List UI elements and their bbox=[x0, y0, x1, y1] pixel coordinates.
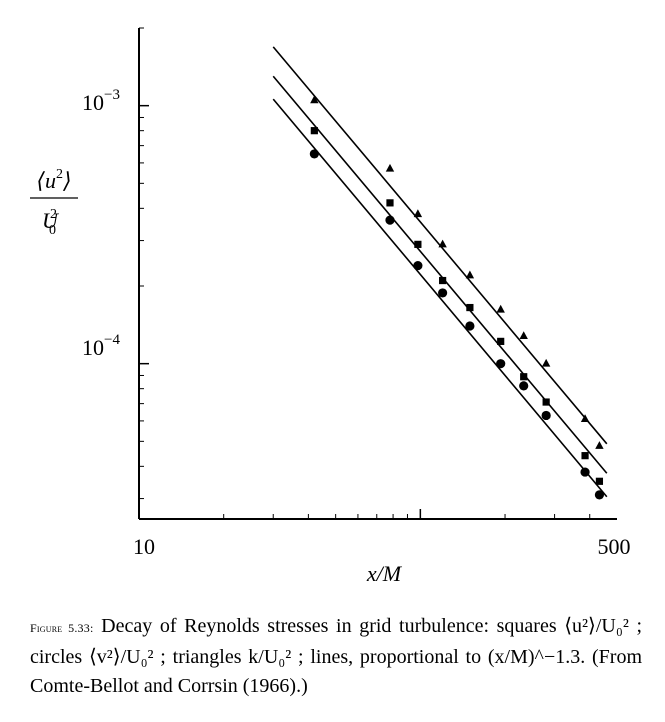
triangle-marker bbox=[580, 414, 590, 423]
y-tick-label-1e-3: 10−3 bbox=[82, 87, 120, 115]
circle-marker bbox=[413, 260, 423, 271]
circle-marker bbox=[594, 490, 605, 500]
square-fit-line bbox=[272, 75, 608, 474]
triangle-marker bbox=[465, 270, 475, 279]
square-marker bbox=[497, 337, 505, 345]
x-axis-label: x/M bbox=[366, 561, 403, 586]
y-tick-label-1e-4: 10−4 bbox=[82, 332, 120, 360]
circle-fit-line bbox=[272, 98, 608, 498]
circle-marker bbox=[438, 288, 448, 298]
major-ticks bbox=[138, 104, 422, 519]
triangle-marker bbox=[413, 209, 423, 218]
circle-marker bbox=[519, 381, 529, 391]
square-marker bbox=[466, 303, 474, 312]
chart: 10−3 10−4 10 500 x/M ⟨u2⟩ U2 0 bbox=[30, 27, 631, 586]
triangle-marker bbox=[310, 95, 319, 104]
figure-caption: Figure 5.33: Decay of Reynolds stresses … bbox=[30, 612, 642, 701]
markers bbox=[309, 95, 605, 500]
circle-marker bbox=[465, 321, 475, 331]
square-marker bbox=[439, 276, 447, 285]
triangle-marker bbox=[519, 331, 528, 340]
triangle-marker bbox=[541, 358, 551, 367]
circle-marker bbox=[541, 410, 551, 421]
circle-marker bbox=[385, 215, 395, 225]
fit-lines bbox=[272, 46, 608, 498]
x-tick-label-500: 500 bbox=[598, 534, 631, 559]
caption-label: Figure 5.33: bbox=[30, 621, 94, 635]
circle-marker bbox=[580, 467, 590, 477]
x-tick-label-10: 10 bbox=[133, 534, 155, 559]
y-axis-label: ⟨u2⟩ U2 0 bbox=[30, 167, 78, 238]
svg-text:⟨u2⟩: ⟨u2⟩ bbox=[36, 167, 71, 193]
triangle-marker bbox=[496, 304, 505, 313]
minor-ticks bbox=[139, 27, 591, 519]
triangle-marker bbox=[438, 239, 447, 248]
caption-text: Decay of Reynolds stresses in grid turbu… bbox=[30, 615, 642, 697]
square-marker bbox=[581, 452, 589, 460]
square-marker bbox=[542, 398, 550, 406]
square-marker bbox=[520, 373, 528, 381]
axes bbox=[138, 28, 617, 520]
square-marker bbox=[414, 240, 422, 248]
square-marker bbox=[310, 127, 318, 135]
circle-marker bbox=[496, 359, 506, 369]
triangle-marker bbox=[385, 163, 395, 172]
square-marker bbox=[386, 199, 394, 207]
square-marker bbox=[595, 477, 604, 485]
svg-text:U20: U2 0 bbox=[42, 207, 60, 238]
triangle-marker bbox=[595, 441, 604, 449]
circle-marker bbox=[309, 149, 319, 159]
